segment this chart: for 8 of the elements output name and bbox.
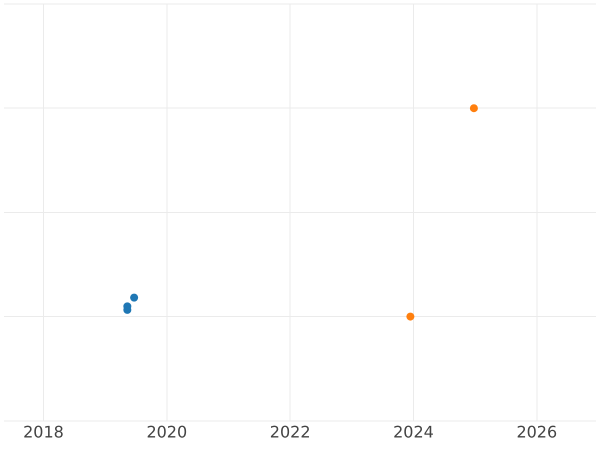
x-tick-label: 2018 — [23, 422, 64, 442]
x-tick-label: 2022 — [270, 422, 310, 442]
x-tick-label: 2024 — [393, 422, 434, 442]
point — [406, 312, 414, 321]
point — [470, 104, 478, 112]
x-tick-label: 2020 — [146, 422, 188, 442]
x-tick-label: 2026 — [516, 422, 558, 442]
point — [130, 294, 138, 302]
